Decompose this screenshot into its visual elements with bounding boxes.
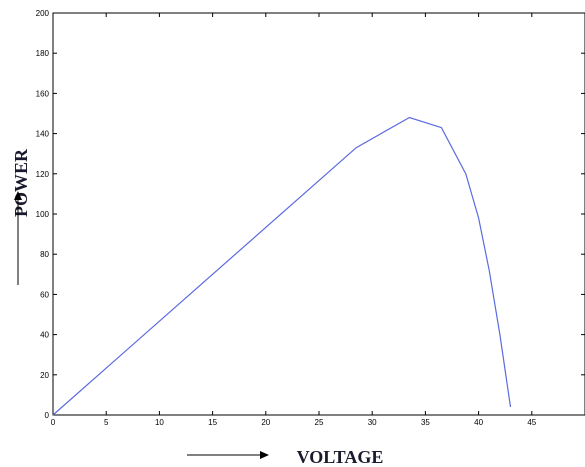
y-tick-label: 0	[45, 411, 50, 420]
y-axis: 0 20 40 60 80 100 120 140 160 180 200	[36, 9, 585, 420]
y-tick-label: 200	[36, 9, 50, 18]
x-tick-label: 15	[208, 418, 217, 427]
y-tick-label: 180	[36, 49, 50, 58]
y-tick-label: 60	[40, 290, 49, 299]
x-tick-label: 45	[527, 418, 536, 427]
y-tick-label: 40	[40, 331, 49, 340]
y-tick-label: 160	[36, 89, 50, 98]
y-tick-label: 120	[36, 170, 50, 179]
x-tick-label: 10	[155, 418, 164, 427]
x-tick-label: 20	[261, 418, 270, 427]
y-axis-title: POWER	[11, 148, 31, 217]
x-tick-label: 25	[315, 418, 324, 427]
x-tick-label: 0	[51, 418, 56, 427]
x-tick-label: 30	[368, 418, 377, 427]
power-curve-line	[52, 116, 512, 416]
x-axis: 0 5 10 15 20 25 30 35 40 45	[51, 13, 537, 427]
y-tick-label: 100	[36, 210, 50, 219]
y-tick-label: 20	[40, 371, 49, 380]
y-tick-label: 80	[40, 250, 49, 259]
y-tick-label: 140	[36, 130, 50, 139]
x-tick-label: 40	[474, 418, 483, 427]
x-tick-label: 35	[421, 418, 430, 427]
y-axis-arrow	[14, 191, 22, 285]
plot-area	[52, 12, 585, 416]
x-axis-title: VOLTAGE	[297, 447, 384, 467]
x-axis-arrow	[187, 451, 269, 459]
x-tick-label: 5	[104, 418, 109, 427]
